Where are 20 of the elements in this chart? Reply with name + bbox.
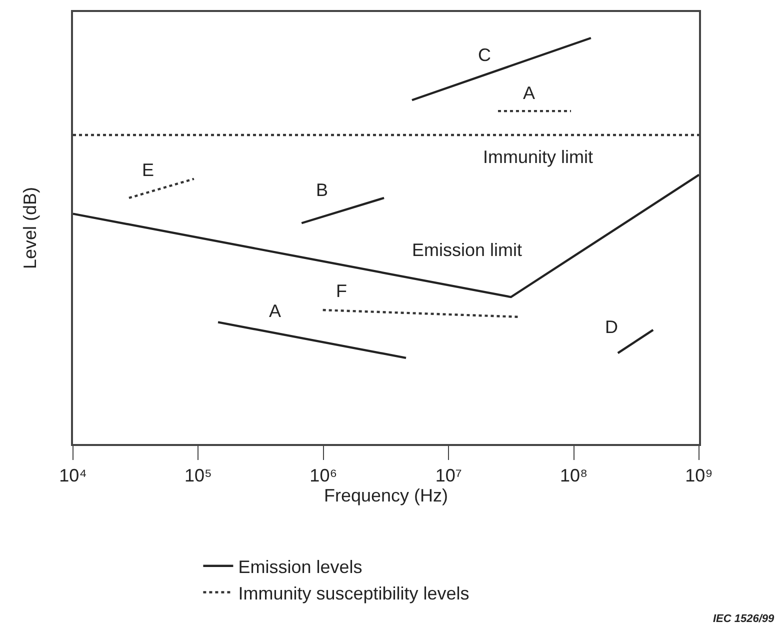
annotation: F xyxy=(336,281,347,301)
x-tick-label: 10⁴ xyxy=(59,465,87,486)
x-tick-label: 10⁶ xyxy=(310,465,338,486)
annotation: A xyxy=(269,301,282,321)
annotation: C xyxy=(478,45,491,65)
annotation: D xyxy=(605,317,618,337)
annotation: Immunity limit xyxy=(483,147,594,167)
legend-label: Emission levels xyxy=(238,556,362,577)
legend-label: Immunity susceptibility levels xyxy=(238,583,470,604)
x-tick-label: 10⁵ xyxy=(184,465,212,486)
text: IEC 1526/99 xyxy=(713,613,776,625)
x-axis-title: Frequency (Hz) xyxy=(324,485,448,506)
annotation: E xyxy=(142,160,154,180)
y-axis-title: Level (dB) xyxy=(20,186,40,270)
x-tick-label: 10⁷ xyxy=(435,465,462,486)
annotation: Emission limit xyxy=(412,240,522,260)
x-tick-label: 10⁸ xyxy=(560,465,588,486)
annotation: B xyxy=(316,180,328,200)
x-tick-label: 10⁹ xyxy=(685,465,713,486)
annotation: A xyxy=(523,83,536,103)
